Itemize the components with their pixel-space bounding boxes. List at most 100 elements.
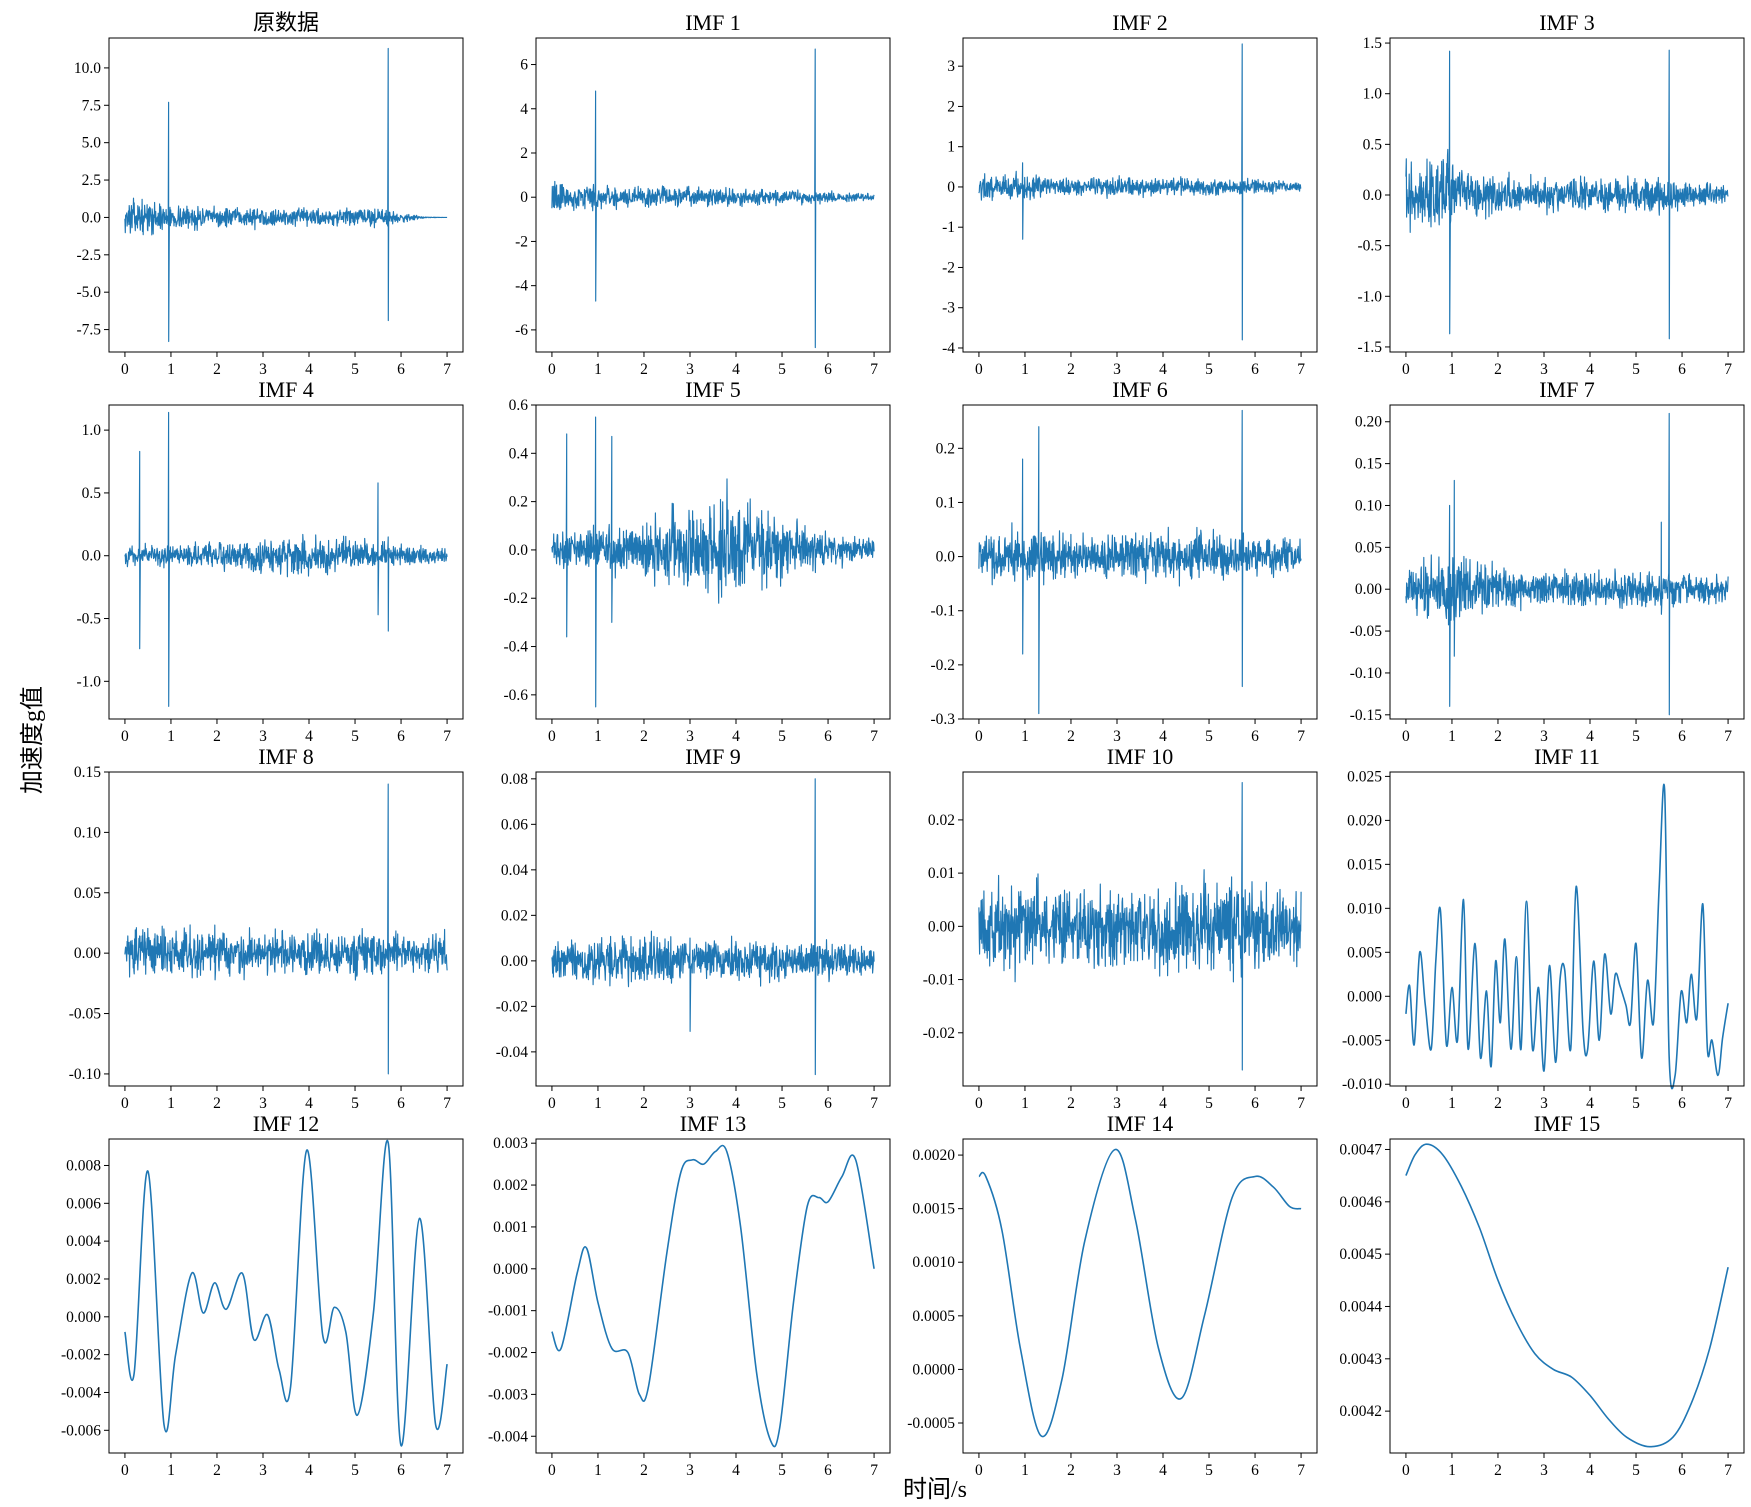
x-tick-label: 3	[686, 1462, 694, 1479]
y-tick-label: 0.0020	[912, 1147, 955, 1164]
y-tick-label: 1.0	[82, 422, 102, 439]
subplot-title: IMF 1	[685, 10, 741, 35]
subplot: IMF 15 0 1 2 3 4 5 6 7 0.0042 0.0043 0.0044 0.0045 0.…	[1339, 1111, 1745, 1479]
x-tick-label: 0	[548, 1095, 556, 1112]
y-tick-label: -0.1	[930, 603, 955, 620]
subplot: IMF 8 0 1 2 3 4 5 6 7 -0.10 -0.05 0.00 0.05 0.10 0.15	[69, 744, 464, 1112]
signal-trace	[1405, 49, 1729, 340]
y-tick-label: -0.4	[503, 639, 528, 656]
x-tick-label: 4	[732, 728, 740, 745]
y-tick-label: -0.04	[496, 1044, 529, 1061]
y-tick-label: -7.5	[76, 322, 101, 339]
y-tick-label: 0.003	[493, 1135, 528, 1152]
y-tick-label: -0.001	[488, 1303, 528, 1320]
x-tick-label: 3	[1113, 728, 1121, 745]
x-tick-label: 0	[548, 361, 556, 378]
y-tick-label: 0.02	[928, 812, 955, 829]
x-tick-label: 7	[870, 1095, 878, 1112]
x-tick-label: 1	[167, 361, 175, 378]
y-tick-label: -0.02	[923, 1025, 955, 1042]
x-tick-label: 1	[1021, 1095, 1029, 1112]
y-tick-label: 2	[520, 145, 528, 162]
imf-curve	[551, 1144, 875, 1448]
x-tick-label: 2	[640, 1462, 648, 1479]
x-tick-label: 7	[443, 1462, 451, 1479]
axes-frame	[108, 404, 464, 720]
axes-frame	[1389, 1138, 1745, 1454]
x-tick-label: 4	[305, 361, 313, 378]
x-tick-label: 2	[640, 361, 648, 378]
y-tick-label: 0.0047	[1339, 1141, 1382, 1158]
y-tick-label: 0.010	[1347, 900, 1382, 917]
y-tick-label: -0.05	[69, 1006, 102, 1023]
x-tick-label: 7	[1724, 1462, 1732, 1479]
x-tick-label: 0	[975, 1462, 983, 1479]
y-tick-label: 0.05	[74, 885, 101, 902]
y-tick-label: 0.15	[74, 764, 101, 781]
y-tick-label: 0.1	[936, 494, 955, 511]
x-tick-label: 6	[397, 728, 405, 745]
y-tick-label: 0.0000	[912, 1361, 955, 1378]
x-tick-label: 0	[121, 1462, 129, 1479]
subplot: IMF 2 0 1 2 3 4 5 6 7 -4 -3 -2 -1 0 1 2 3	[942, 10, 1318, 378]
x-tick-label: 6	[1251, 1095, 1259, 1112]
y-tick-label: 0.0043	[1339, 1351, 1382, 1368]
x-tick-label: 3	[259, 1462, 267, 1479]
axes-frame	[962, 404, 1318, 720]
x-tick-label: 0	[1402, 728, 1410, 745]
y-tick-label: -6	[515, 322, 528, 339]
y-tick-label: 0.000	[1347, 988, 1382, 1005]
imf-curve	[1405, 1143, 1729, 1448]
y-tick-label: 1	[947, 139, 955, 156]
y-tick-label: -0.002	[488, 1345, 528, 1362]
subplot: IMF 1 0 1 2 3 4 5 6 7 -6 -4 -2 0 2 4 6	[515, 10, 891, 378]
axes-frame	[1389, 771, 1745, 1087]
x-tick-label: 6	[397, 361, 405, 378]
subplot-title: 原数据	[253, 10, 319, 35]
axes-frame	[535, 771, 891, 1087]
y-tick-label: -4	[942, 340, 955, 357]
y-tick-label: 0.00	[74, 945, 101, 962]
axes-frame	[962, 1138, 1318, 1454]
x-tick-label: 3	[686, 1095, 694, 1112]
y-tick-label: -0.006	[61, 1422, 101, 1439]
y-tick-label: 0.0045	[1339, 1246, 1382, 1263]
x-tick-label: 1	[167, 728, 175, 745]
subplot: IMF 14 0 1 2 3 4 5 6 7 -0.0005 0.0000 0.0005 0.0010 0…	[907, 1111, 1318, 1479]
y-tick-label: 0.008	[66, 1157, 101, 1174]
y-tick-label: 10.0	[74, 60, 101, 77]
y-tick-label: -0.0005	[907, 1415, 955, 1432]
y-tick-label: 0.00	[501, 953, 528, 970]
y-tick-label: 0.0005	[912, 1308, 955, 1325]
x-tick-label: 1	[1448, 1462, 1456, 1479]
x-tick-label: 4	[305, 1462, 313, 1479]
signal-trace	[124, 411, 448, 707]
x-tick-label: 4	[1586, 1095, 1594, 1112]
signal-trace	[978, 782, 1302, 1071]
subplot-title: IMF 13	[680, 1111, 747, 1136]
y-tick-label: 0	[947, 179, 955, 196]
x-tick-label: 6	[1678, 728, 1686, 745]
x-tick-label: 3	[1540, 1462, 1548, 1479]
x-tick-label: 6	[1678, 1462, 1686, 1479]
x-tick-label: 5	[778, 728, 786, 745]
y-tick-label: 3	[947, 58, 955, 75]
x-tick-label: 2	[1494, 361, 1502, 378]
y-tick-label: -1	[942, 219, 955, 236]
y-tick-label: 6	[520, 57, 528, 74]
subplot: IMF 3 0 1 2 3 4 5 6 7 -1.5 -1.0 -0.5 0.0 0.5 1.0 1.5	[1357, 10, 1745, 378]
x-tick-label: 2	[1494, 1462, 1502, 1479]
y-tick-label: 0.4	[509, 445, 529, 462]
y-tick-label: 1.5	[1363, 35, 1383, 52]
y-tick-label: 0.00	[928, 918, 955, 935]
y-tick-label: 0.005	[1347, 944, 1382, 961]
y-tick-label: 0.000	[493, 1261, 528, 1278]
x-tick-label: 1	[1021, 728, 1029, 745]
y-tick-label: 0.20	[1355, 414, 1382, 431]
imf-curve	[978, 1148, 1302, 1438]
x-tick-label: 6	[824, 361, 832, 378]
y-tick-label: 0.015	[1347, 856, 1382, 873]
x-tick-label: 7	[870, 728, 878, 745]
x-tick-label: 1	[594, 1462, 602, 1479]
